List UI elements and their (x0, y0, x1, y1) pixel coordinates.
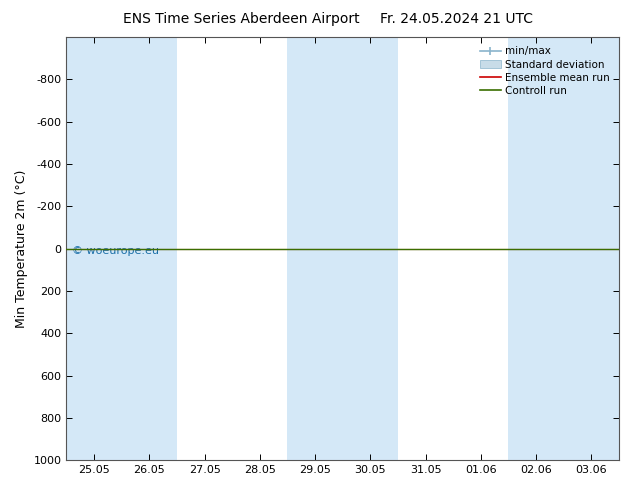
Bar (287, 37, 343, 460)
Y-axis label: Min Temperature 2m (°C): Min Temperature 2m (°C) (15, 170, 28, 328)
Bar (67, 37, 122, 460)
Text: © woeurope.eu: © woeurope.eu (72, 246, 159, 256)
Bar (564, 37, 619, 460)
Text: ENS Time Series Aberdeen Airport: ENS Time Series Aberdeen Airport (122, 12, 359, 26)
Bar (343, 37, 398, 460)
Legend: min/max, Standard deviation, Ensemble mean run, Controll run: min/max, Standard deviation, Ensemble me… (476, 42, 614, 100)
Bar (122, 37, 177, 460)
Bar (508, 37, 564, 460)
Text: Fr. 24.05.2024 21 UTC: Fr. 24.05.2024 21 UTC (380, 12, 533, 26)
